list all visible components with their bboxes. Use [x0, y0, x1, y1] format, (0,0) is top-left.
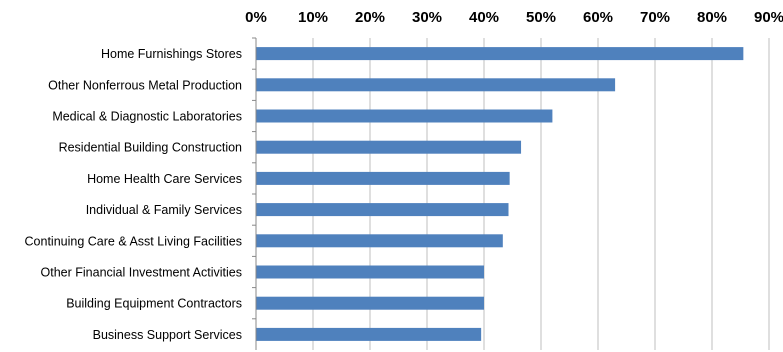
bar [256, 265, 484, 279]
x-tick-label: 40% [469, 9, 499, 26]
x-tick-label: 10% [298, 9, 328, 26]
bar [256, 203, 509, 217]
x-axis-tick-labels: 0% 10% 20% 30% 40% 50% 60% 70% 80% 90% [245, 9, 783, 26]
category-label: Medical & Diagnostic Laboratories [52, 110, 242, 124]
x-tick-label: 30% [412, 9, 442, 26]
category-label: Residential Building Construction [59, 141, 242, 155]
bar [256, 140, 522, 154]
x-tick-label: 70% [640, 9, 670, 26]
category-label: Home Furnishings Stores [101, 47, 242, 61]
bars [256, 47, 744, 341]
bar [256, 78, 616, 92]
x-tick-label: 60% [583, 9, 613, 26]
category-label: Business Support Services [93, 328, 242, 342]
x-tick-label: 50% [526, 9, 556, 26]
bar [256, 234, 503, 248]
bar [256, 109, 553, 123]
category-label: Building Equipment Contractors [66, 297, 242, 311]
bar [256, 327, 482, 341]
x-tick-label: 90% [754, 9, 783, 26]
category-labels: Home Furnishings Stores Other Nonferrous … [25, 37, 256, 342]
category-label: Other Financial Investment Activities [41, 266, 242, 280]
category-label: Continuing Care & Asst Living Facilities [25, 234, 242, 248]
bar [256, 171, 510, 185]
x-tick-label: 0% [245, 9, 267, 26]
category-label: Other Nonferrous Metal Production [48, 78, 242, 92]
category-label: Individual & Family Services [86, 203, 242, 217]
category-label: Home Health Care Services [87, 172, 242, 186]
x-tick-label: 20% [355, 9, 385, 26]
x-tick-label: 80% [697, 9, 727, 26]
bar [256, 47, 744, 61]
bar [256, 296, 484, 310]
